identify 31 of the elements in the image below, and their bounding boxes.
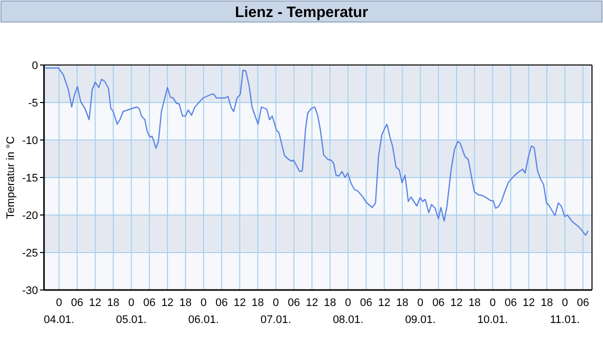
y-tick-label: -15 — [22, 172, 38, 184]
x-tick-label: 12 — [306, 297, 318, 309]
y-tick-label: -5 — [28, 98, 38, 110]
x-tick-label: 12 — [161, 297, 174, 309]
x-tick-label: 18 — [396, 297, 408, 309]
y-tick-label: -25 — [22, 248, 38, 260]
x-tick-label: 18 — [324, 297, 336, 309]
x-tick-label: 06 — [504, 297, 517, 309]
y-tick-label: 0 — [32, 60, 38, 72]
x-tick-label: 06 — [288, 297, 300, 309]
x-tick-label: 06 — [576, 297, 590, 309]
x-tick-label: 06 — [70, 297, 84, 309]
y-tick-label: -30 — [22, 285, 38, 297]
x-tick-label: 06 — [432, 297, 445, 309]
y-tick-label: -10 — [22, 135, 38, 147]
x-tick-label: 18 — [107, 297, 120, 309]
x-tick-label: 06 — [143, 297, 156, 309]
y-tick-label: -20 — [22, 210, 38, 222]
x-tick-label: 12 — [522, 297, 535, 309]
x-tick-label: 18 — [252, 297, 264, 309]
x-tick-label: 06 — [360, 297, 372, 309]
y-axis-title: Temperatur in °C — [5, 136, 17, 219]
x-tick-label: 18 — [468, 297, 481, 309]
x-tick-label: 12 — [89, 297, 102, 309]
chart-title: Lienz - Temperatur — [234, 4, 368, 21]
x-tick-label: 12 — [234, 297, 246, 309]
x-tick-label: 12 — [378, 297, 390, 309]
x-tick-label: 18 — [179, 297, 192, 309]
x-tick-label: 18 — [540, 297, 553, 309]
x-tick-label: 12 — [450, 297, 463, 309]
x-tick-label: 06 — [216, 297, 228, 309]
